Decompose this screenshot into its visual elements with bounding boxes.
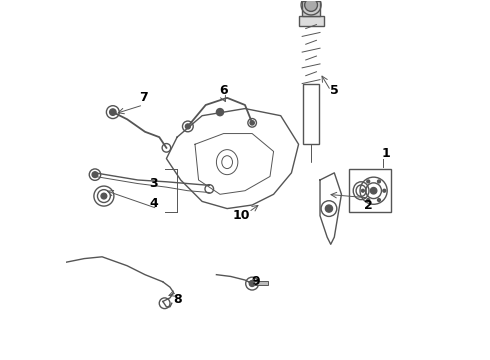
Ellipse shape <box>383 189 386 192</box>
Text: 5: 5 <box>330 84 339 97</box>
Ellipse shape <box>305 0 318 12</box>
Ellipse shape <box>367 199 369 202</box>
Ellipse shape <box>101 193 107 199</box>
Ellipse shape <box>362 189 364 192</box>
Ellipse shape <box>249 281 255 287</box>
Bar <box>298 16 323 26</box>
Bar <box>303 84 319 144</box>
Ellipse shape <box>377 199 380 202</box>
Text: 10: 10 <box>233 209 250 222</box>
Text: 1: 1 <box>382 147 391 160</box>
Text: 9: 9 <box>251 275 260 288</box>
Ellipse shape <box>217 109 223 116</box>
Text: 8: 8 <box>173 293 181 306</box>
Bar <box>253 281 268 285</box>
Ellipse shape <box>325 205 333 212</box>
Text: 6: 6 <box>219 84 228 97</box>
Text: 7: 7 <box>139 91 147 104</box>
Ellipse shape <box>370 188 377 194</box>
Ellipse shape <box>367 180 369 183</box>
Ellipse shape <box>377 180 380 183</box>
Ellipse shape <box>185 124 190 129</box>
Ellipse shape <box>110 109 116 115</box>
Text: 2: 2 <box>364 198 372 212</box>
Ellipse shape <box>92 172 98 177</box>
Text: 3: 3 <box>149 177 158 190</box>
Ellipse shape <box>250 121 254 125</box>
Text: 4: 4 <box>149 197 158 210</box>
Bar <box>348 169 392 212</box>
Bar <box>302 1 320 16</box>
